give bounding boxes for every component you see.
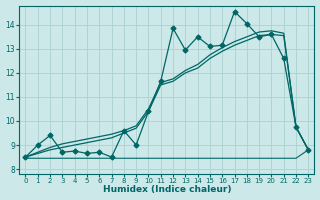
X-axis label: Humidex (Indice chaleur): Humidex (Indice chaleur) <box>103 185 231 194</box>
